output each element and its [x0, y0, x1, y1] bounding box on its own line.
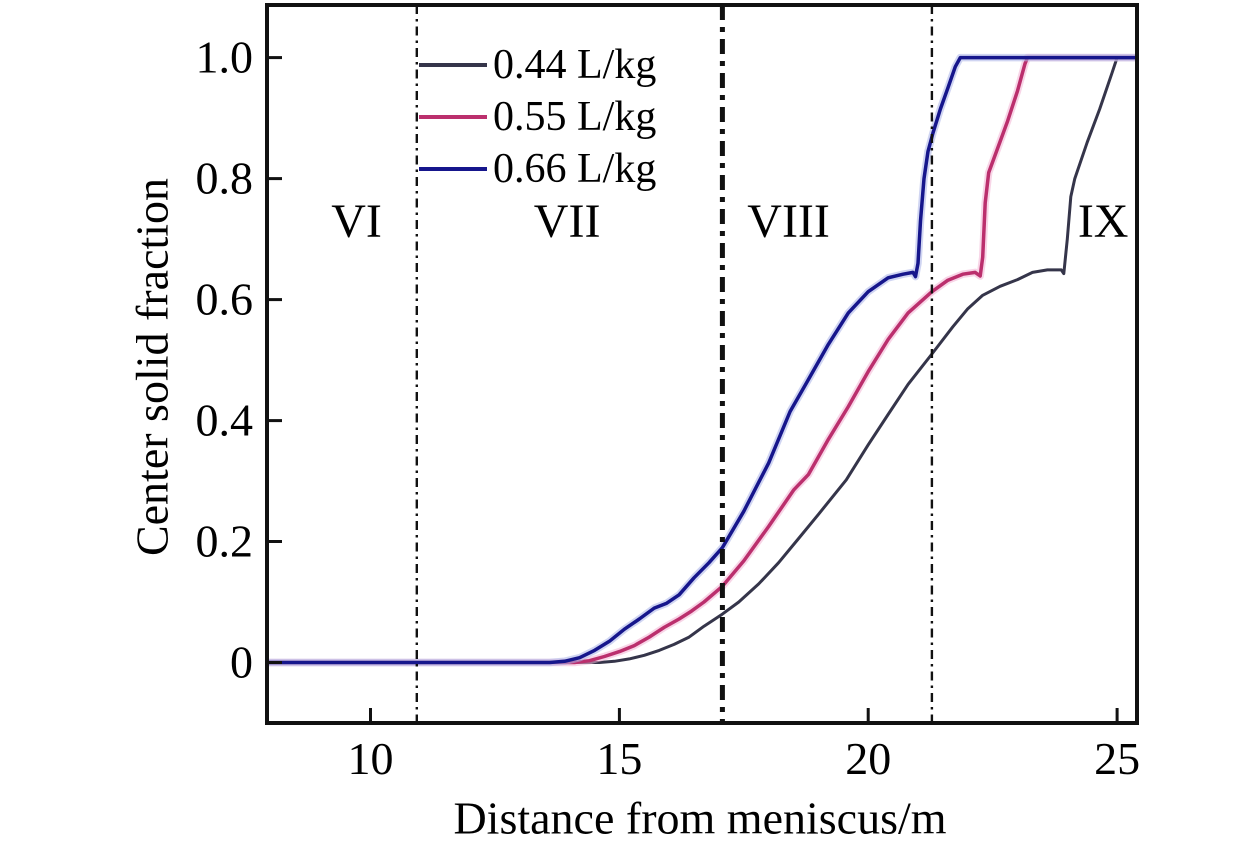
legend-line-swatch [419, 63, 487, 67]
series-line [267, 56, 1137, 664]
x-tick-label: 15 [596, 733, 642, 784]
x-axis-title: Distance from meniscus/m [453, 792, 947, 844]
y-tick-label: 0.4 [196, 395, 254, 446]
legend-line-swatch [419, 167, 487, 171]
y-tick-label: 0.8 [196, 153, 254, 204]
legend-row: 0.44 L/kg [419, 39, 656, 91]
plot-frame [265, 3, 1139, 725]
series-line [267, 55, 1137, 665]
y-tick-label: 0.6 [196, 274, 254, 325]
legend-row: 0.66 L/kg [419, 143, 656, 195]
legend-label: 0.66 L/kg [493, 146, 657, 192]
legend-label: 0.44 L/kg [493, 42, 657, 88]
series-line [267, 55, 1137, 665]
x-tick-label: 25 [1094, 733, 1140, 784]
x-tick-label: 10 [348, 733, 394, 784]
zone-label-vii: VII [533, 195, 601, 249]
zone-label-viii: VIII [747, 195, 830, 249]
y-axis-title: Center solid fraction [126, 177, 178, 557]
legend: 0.44 L/kg 0.55 L/kg 0.66 L/kg [419, 39, 656, 195]
zone-label-vi: VI [331, 195, 382, 249]
x-tick-label: 20 [845, 733, 891, 784]
zone-label-ix: IX [1077, 195, 1129, 249]
legend-row: 0.55 L/kg [419, 91, 656, 143]
y-tick-label: 1.0 [196, 32, 254, 83]
y-tick-label: 0 [230, 637, 253, 688]
legend-line-swatch [419, 115, 487, 119]
y-tick-label: 0.2 [196, 516, 254, 567]
legend-label: 0.55 L/kg [493, 94, 657, 140]
